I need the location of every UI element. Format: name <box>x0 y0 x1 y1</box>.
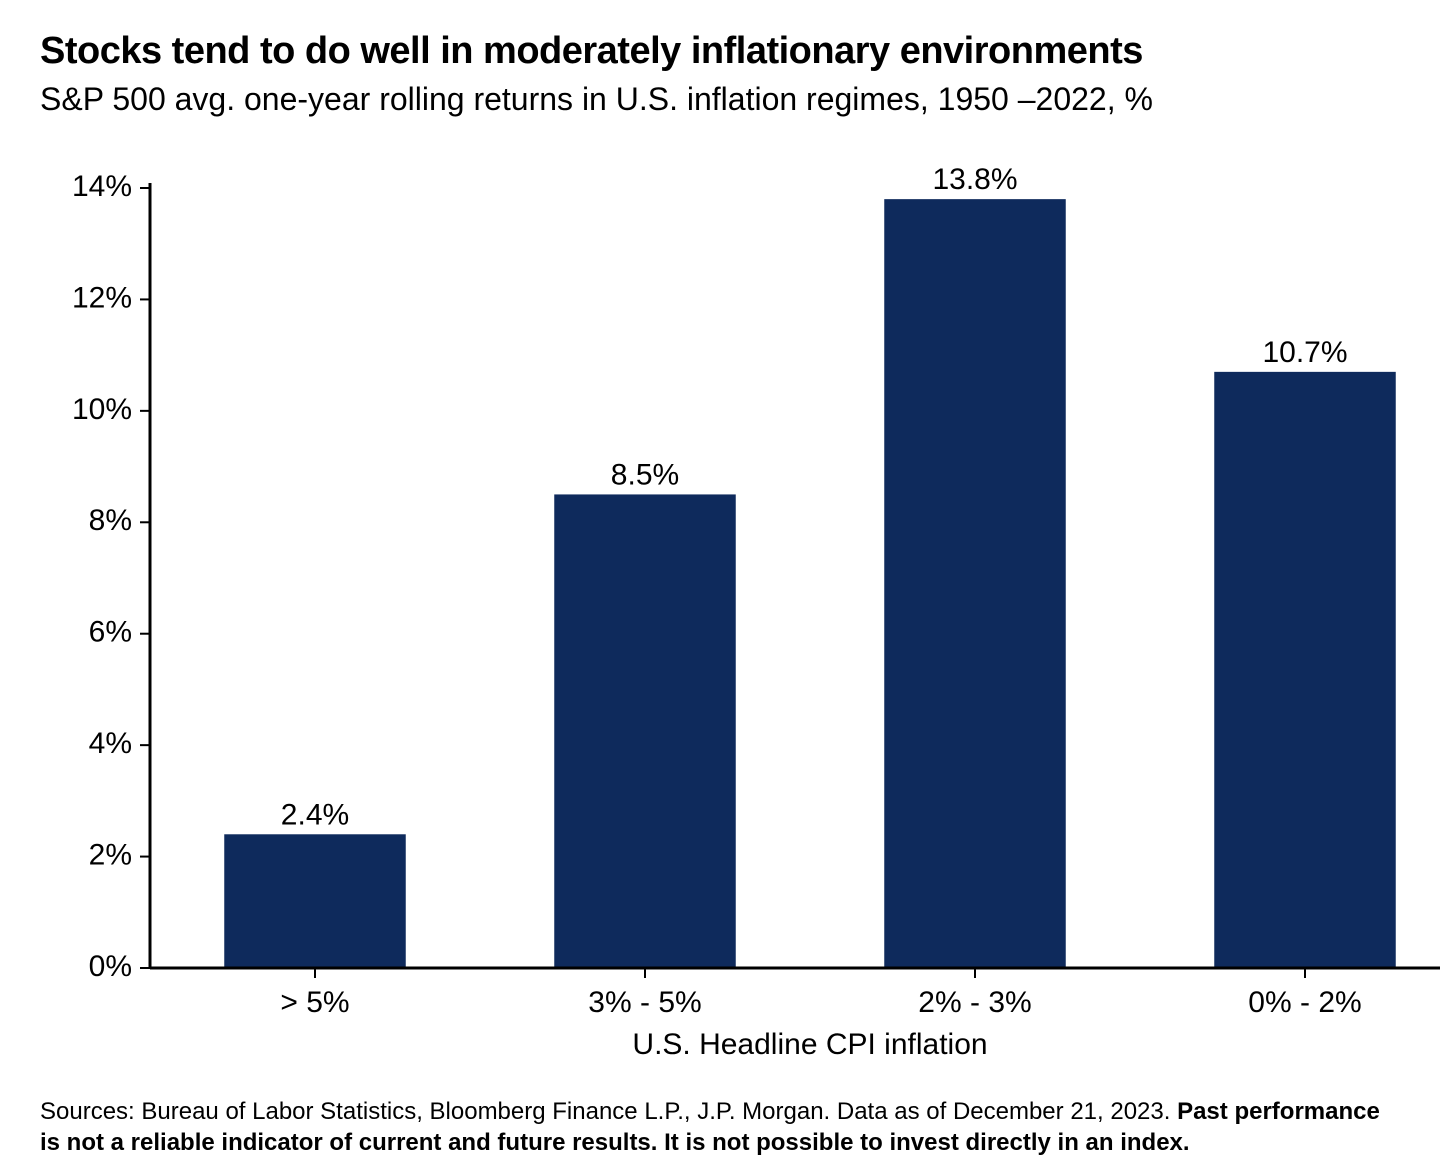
chart-title: Stocks tend to do well in moderately inf… <box>40 30 1400 74</box>
x-tick-label: 3% - 5% <box>588 986 701 1019</box>
x-axis-title: U.S. Headline CPI inflation <box>632 1028 987 1061</box>
chart-area: 0% 2% 4% 6% 8% 10% 12% 14% 2.4% > 5% 8.5% 3% - 5% 13… <box>40 138 1400 1088</box>
bar <box>884 199 1066 968</box>
y-tick-label: 0% <box>89 950 132 983</box>
x-tick-label: 2% - 3% <box>918 986 1031 1019</box>
chart-page: Stocks tend to do well in moderately inf… <box>0 0 1440 1121</box>
x-tick-label: > 5% <box>280 986 349 1019</box>
bar <box>1214 372 1396 968</box>
bar-value-label: 8.5% <box>611 459 679 492</box>
y-tick-label: 14% <box>72 170 132 203</box>
y-tick-label: 12% <box>72 281 132 314</box>
y-tick-label: 6% <box>89 616 132 649</box>
bar-value-label: 10.7% <box>1262 336 1347 369</box>
bar <box>554 495 736 969</box>
bar-value-label: 2.4% <box>281 798 349 831</box>
x-tick-label: 0% - 2% <box>1248 986 1361 1019</box>
chart-footnote: Sources: Bureau of Labor Statistics, Blo… <box>40 1096 1400 1158</box>
bar-value-label: 13.8% <box>932 163 1017 196</box>
bar <box>224 834 406 968</box>
footnote-normal: Sources: Bureau of Labor Statistics, Blo… <box>40 1098 1177 1125</box>
y-tick-label: 2% <box>89 839 132 872</box>
y-tick-label: 4% <box>89 727 132 760</box>
chart-subtitle: S&P 500 avg. one-year rolling returns in… <box>40 80 1400 118</box>
y-tick-label: 8% <box>89 504 132 537</box>
y-tick-label: 10% <box>72 393 132 426</box>
bar-chart-svg: 0% 2% 4% 6% 8% 10% 12% 14% 2.4% > 5% 8.5% 3% - 5% 13… <box>40 138 1440 1088</box>
